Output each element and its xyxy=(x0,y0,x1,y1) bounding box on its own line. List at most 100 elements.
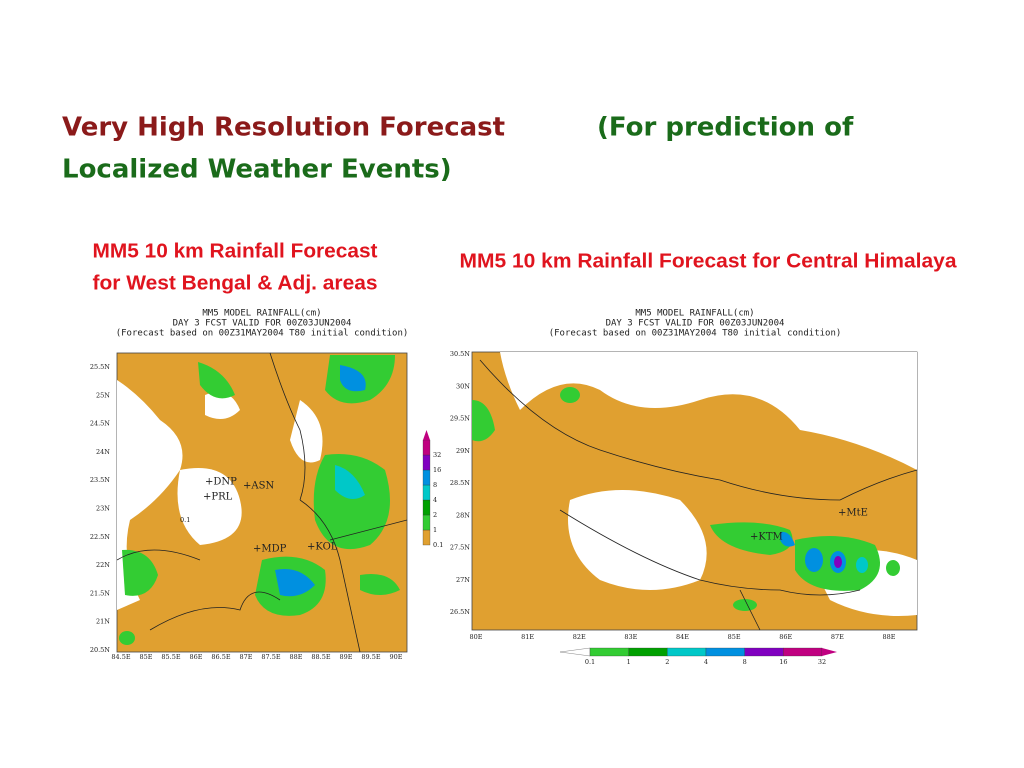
x-tick-label: 86E xyxy=(189,653,202,661)
map-header: (Forecast based on 00Z31MAY2004 T80 init… xyxy=(549,329,842,339)
x-tick-label: 83E xyxy=(624,633,637,641)
x-tick-label: 84E xyxy=(676,633,689,641)
place-label: +KOL xyxy=(307,542,338,553)
legend-label: 4 xyxy=(433,496,437,504)
dry-area xyxy=(290,400,323,463)
legend-swatch xyxy=(422,514,431,531)
legend-label: 0.1 xyxy=(433,541,443,549)
rain-area xyxy=(313,454,390,550)
caption: MM5 10 km Rainfall Forecast for Central … xyxy=(460,250,958,272)
dry-area xyxy=(205,392,240,419)
rain-area xyxy=(805,548,823,572)
legend-arrow xyxy=(821,648,837,656)
rain-area xyxy=(856,557,868,573)
rain-area xyxy=(275,569,315,597)
legend-label: 2 xyxy=(665,658,669,666)
dry-area xyxy=(117,380,183,610)
legend-arrow xyxy=(423,430,430,440)
x-tick-label: 80E xyxy=(469,633,482,641)
x-tick-label: 89.5E xyxy=(361,653,380,661)
legend-label: 16 xyxy=(433,466,441,474)
map-west-bengal: 0.1 xyxy=(116,352,408,653)
y-tick-label: 29N xyxy=(456,447,470,455)
x-tick-label: 88E xyxy=(289,653,302,661)
legend-swatch xyxy=(422,469,431,486)
y-tick-label: 22.5N xyxy=(90,533,110,541)
y-tick-label: 21.5N xyxy=(90,589,110,597)
dry-area xyxy=(500,352,917,470)
contour-label: 0.1 xyxy=(180,516,190,524)
x-tick-label: 84.5E xyxy=(111,653,130,661)
x-tick-label: 89E xyxy=(339,653,352,661)
dry-area xyxy=(568,490,707,590)
boundary xyxy=(116,352,408,653)
legend-swatch xyxy=(589,647,629,657)
place-label: +DNP xyxy=(205,477,237,488)
legend-swatch xyxy=(628,647,668,657)
y-tick-label: 27N xyxy=(456,576,470,584)
place-label: +ASN xyxy=(243,481,274,492)
legend-swatch xyxy=(783,647,823,657)
legend-label: 8 xyxy=(743,658,747,666)
y-tick-label: 26.5N xyxy=(450,608,470,616)
y-tick-label: 28N xyxy=(456,511,470,519)
rain-area xyxy=(340,365,366,392)
x-tick-label: 86.5E xyxy=(211,653,230,661)
legend-arrow xyxy=(559,647,591,657)
rain-area xyxy=(886,560,900,576)
x-tick-label: 87E xyxy=(239,653,252,661)
rain-area xyxy=(122,549,158,596)
rain-area xyxy=(360,574,400,595)
y-tick-label: 20.5N xyxy=(90,646,110,654)
rain-area xyxy=(560,387,580,403)
rain-area xyxy=(198,362,235,399)
x-tick-label: 86E xyxy=(779,633,792,641)
legend-swatch xyxy=(422,454,431,471)
y-tick-label: 30.5N xyxy=(450,350,470,358)
rain-area xyxy=(335,465,365,499)
x-tick-label: 88.5E xyxy=(311,653,330,661)
x-tick-label: 82E xyxy=(573,633,586,641)
y-tick-label: 28.5N xyxy=(450,479,470,487)
x-tick-label: 87.5E xyxy=(261,653,280,661)
map-header: MM5 MODEL RAINFALL(cm) xyxy=(635,309,754,319)
legend-swatch xyxy=(422,439,431,456)
legend-swatch xyxy=(744,647,784,657)
legend-swatch xyxy=(422,529,431,546)
rain-area xyxy=(834,556,842,568)
dry-area xyxy=(177,468,242,545)
x-tick-label: 85.5E xyxy=(161,653,180,661)
y-tick-label: 30N xyxy=(456,382,470,390)
map-header: MM5 MODEL RAINFALL(cm) xyxy=(202,309,321,319)
legend-label: 32 xyxy=(433,451,441,459)
y-tick-label: 27.5N xyxy=(450,544,470,552)
x-tick-label: 87E xyxy=(831,633,844,641)
map-himalaya xyxy=(471,351,918,631)
caption: for West Bengal & Adj. areas xyxy=(93,272,378,294)
y-tick-label: 25N xyxy=(96,391,110,399)
legend-label: 1 xyxy=(627,658,631,666)
legend-label: 0.1 xyxy=(585,658,595,666)
y-tick-label: 25.5N xyxy=(90,363,110,371)
legend-label: 4 xyxy=(704,658,708,666)
legend-swatch xyxy=(705,647,745,657)
legend-label: 1 xyxy=(433,526,437,534)
rain-area xyxy=(733,599,757,611)
y-tick-label: 22N xyxy=(96,561,110,569)
legend-swatch xyxy=(422,499,431,516)
y-tick-label: 23N xyxy=(96,505,110,513)
y-tick-label: 29.5N xyxy=(450,415,470,423)
map-header: DAY 3 FCST VALID FOR 00Z03JUN2004 xyxy=(173,319,352,329)
title-part: Very High Resolution Forecast xyxy=(62,113,505,143)
legend-swatch xyxy=(667,647,707,657)
x-tick-label: 90E xyxy=(389,653,402,661)
caption: MM5 10 km Rainfall Forecast xyxy=(93,240,378,262)
place-label: +MtE xyxy=(838,508,868,519)
legend-label: 32 xyxy=(818,658,826,666)
place-label: +PRL xyxy=(203,492,233,503)
title-part: (For prediction of xyxy=(597,113,854,143)
rain-area xyxy=(119,631,135,645)
rain-area xyxy=(710,522,793,555)
rain-area xyxy=(472,400,495,442)
